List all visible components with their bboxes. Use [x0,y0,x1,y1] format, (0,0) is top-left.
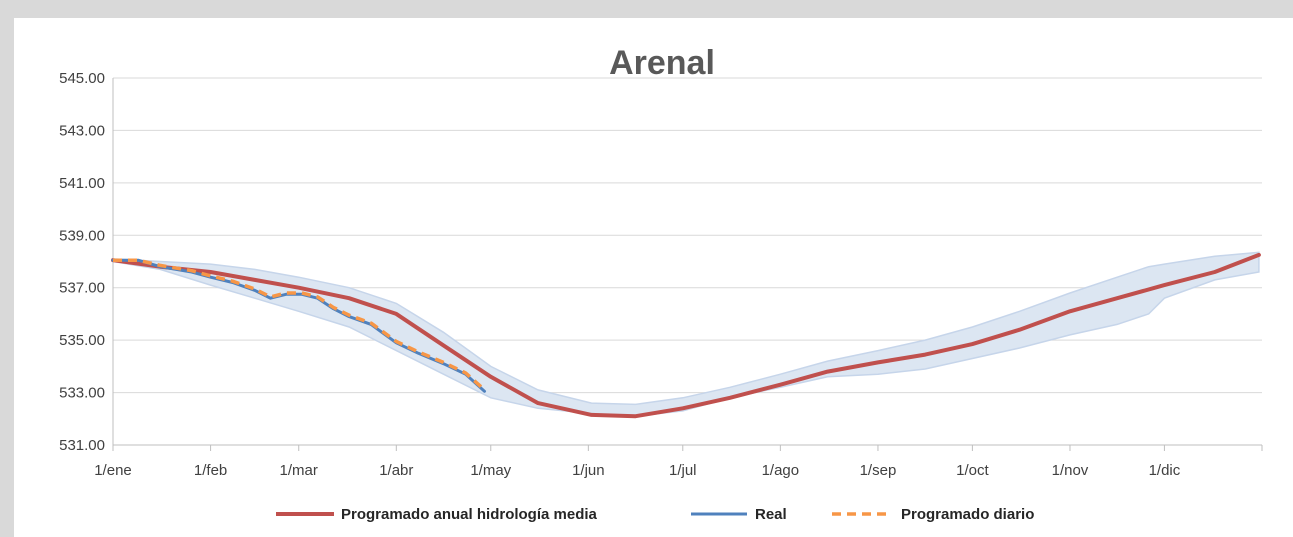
legend-label-programado-anual: Programado anual hidrología media [341,506,598,523]
y-tick-label: 535.00 [59,332,105,349]
x-tick-label: 1/mar [280,462,318,479]
y-tick-labels: 531.00 533.00 535.00 537.00 539.00 541.00 543.… [59,70,105,454]
series-line-programado-diario [113,258,486,392]
range-band-area [112,251,1260,417]
x-tick-label: 1/feb [194,462,227,479]
x-tick-label: 1/ene [94,462,132,479]
legend-label-programado-diario: Programado diario [901,506,1034,523]
x-tick-label: 1/abr [379,462,413,479]
y-tick-label: 543.00 [59,122,105,139]
x-tick-label: 1/jul [669,462,697,479]
y-tick-label: 531.00 [59,437,105,454]
y-tick-label: 537.00 [59,280,105,297]
chart-svg: Arenal 531.00 533.00 535.00 537.00 539.00 541… [59,44,1263,523]
chart-title: Arenal [609,44,715,82]
series-line-programado-anual [111,252,1261,419]
y-tick-label: 533.00 [59,385,105,402]
grid-lines [113,77,1262,446]
y-tick-label: 541.00 [59,175,105,192]
x-tick-label: 1/may [470,462,511,479]
range-band [112,251,1260,417]
legend-label-real: Real [755,506,787,523]
y-tick-label: 545.00 [59,70,105,87]
legend: Programado anual hidrología media Real P… [276,506,1034,523]
x-tick-label: 1/ago [762,462,800,479]
series-lines [111,252,1261,419]
y-tick-label: 539.00 [59,227,105,244]
x-tick-label: 1/sep [860,462,897,479]
x-tick-label: 1/jun [572,462,605,479]
x-tick-label: 1/oct [956,462,989,479]
x-tick-label: 1/nov [1052,462,1089,479]
axes [112,78,1263,451]
chart-frame: Arenal 531.00 533.00 535.00 537.00 539.00 541… [14,18,1293,537]
x-tick-label: 1/dic [1149,462,1181,479]
x-tick-labels: 1/ene 1/feb 1/mar 1/abr 1/may 1/jun 1/jul 1/ago… [94,462,1181,479]
